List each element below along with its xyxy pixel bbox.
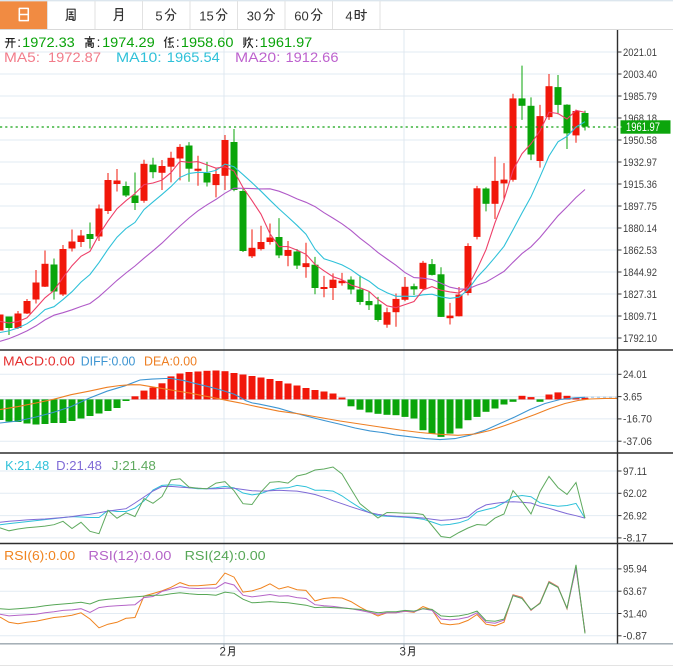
- svg-text:-0.87: -0.87: [623, 631, 647, 643]
- svg-text:95.94: 95.94: [623, 564, 647, 576]
- svg-text::: :: [97, 35, 101, 50]
- svg-text::: :: [17, 35, 21, 50]
- svg-text:MA20:: MA20:: [235, 50, 281, 65]
- svg-text:1974.29: 1974.29: [102, 35, 155, 50]
- svg-text:1897.75: 1897.75: [623, 201, 657, 213]
- svg-text:1809.71: 1809.71: [623, 311, 657, 323]
- svg-text:15: 15: [199, 8, 213, 23]
- svg-text:3: 3: [400, 647, 406, 659]
- svg-text:1932.97: 1932.97: [623, 157, 657, 169]
- svg-text:-16.70: -16.70: [623, 414, 652, 426]
- svg-text:2003.40: 2003.40: [623, 69, 657, 81]
- svg-text:1950.58: 1950.58: [623, 135, 657, 147]
- svg-text:RSI(6):0.00: RSI(6):0.00: [4, 549, 75, 563]
- svg-text:97.11: 97.11: [623, 466, 647, 478]
- svg-text:24.01: 24.01: [623, 369, 647, 381]
- svg-text:1844.92: 1844.92: [623, 267, 657, 279]
- svg-text::: :: [176, 35, 180, 50]
- svg-text::: :: [255, 35, 259, 50]
- svg-text:2021.01: 2021.01: [623, 47, 657, 59]
- svg-text:3.65: 3.65: [623, 391, 642, 403]
- svg-text:J:21.48: J:21.48: [112, 459, 156, 473]
- svg-text:63.67: 63.67: [623, 586, 647, 598]
- svg-text:1880.14: 1880.14: [623, 223, 657, 235]
- svg-text:-8.17: -8.17: [623, 533, 647, 545]
- svg-text:RSI(12):0.00: RSI(12):0.00: [88, 549, 171, 563]
- svg-text:30: 30: [247, 8, 261, 23]
- svg-text:1985.79: 1985.79: [623, 91, 657, 103]
- svg-text:62.02: 62.02: [623, 488, 647, 500]
- svg-text:-37.06: -37.06: [623, 436, 652, 448]
- svg-text:1915.36: 1915.36: [623, 179, 657, 191]
- svg-text:MA10:: MA10:: [116, 50, 162, 65]
- svg-text:60: 60: [294, 8, 308, 23]
- svg-text:1961.97: 1961.97: [626, 120, 660, 134]
- svg-text:31.40: 31.40: [623, 608, 647, 620]
- svg-text:4: 4: [345, 8, 352, 23]
- svg-text:D:21.48: D:21.48: [56, 459, 102, 473]
- svg-text:RSI(24):0.00: RSI(24):0.00: [185, 549, 266, 563]
- svg-text:K:21.48: K:21.48: [5, 459, 49, 473]
- svg-text:1961.97: 1961.97: [260, 35, 313, 50]
- svg-text:MA5:: MA5:: [4, 50, 40, 65]
- svg-text:1965.54: 1965.54: [167, 50, 221, 65]
- svg-text:DIFF:0.00: DIFF:0.00: [81, 355, 136, 369]
- svg-text:MACD:0.00: MACD:0.00: [3, 355, 75, 369]
- svg-text:26.92: 26.92: [623, 510, 647, 522]
- svg-text:2: 2: [220, 647, 226, 659]
- svg-text:DEA:0.00: DEA:0.00: [144, 355, 197, 369]
- svg-text:1958.60: 1958.60: [181, 35, 234, 50]
- svg-text:1912.66: 1912.66: [286, 50, 339, 65]
- svg-text:1972.33: 1972.33: [22, 35, 75, 50]
- svg-text:1862.53: 1862.53: [623, 245, 657, 257]
- svg-text:1792.10: 1792.10: [623, 333, 657, 345]
- svg-text:1972.87: 1972.87: [48, 50, 101, 65]
- svg-text:1827.31: 1827.31: [623, 289, 657, 301]
- svg-text:5: 5: [155, 8, 162, 23]
